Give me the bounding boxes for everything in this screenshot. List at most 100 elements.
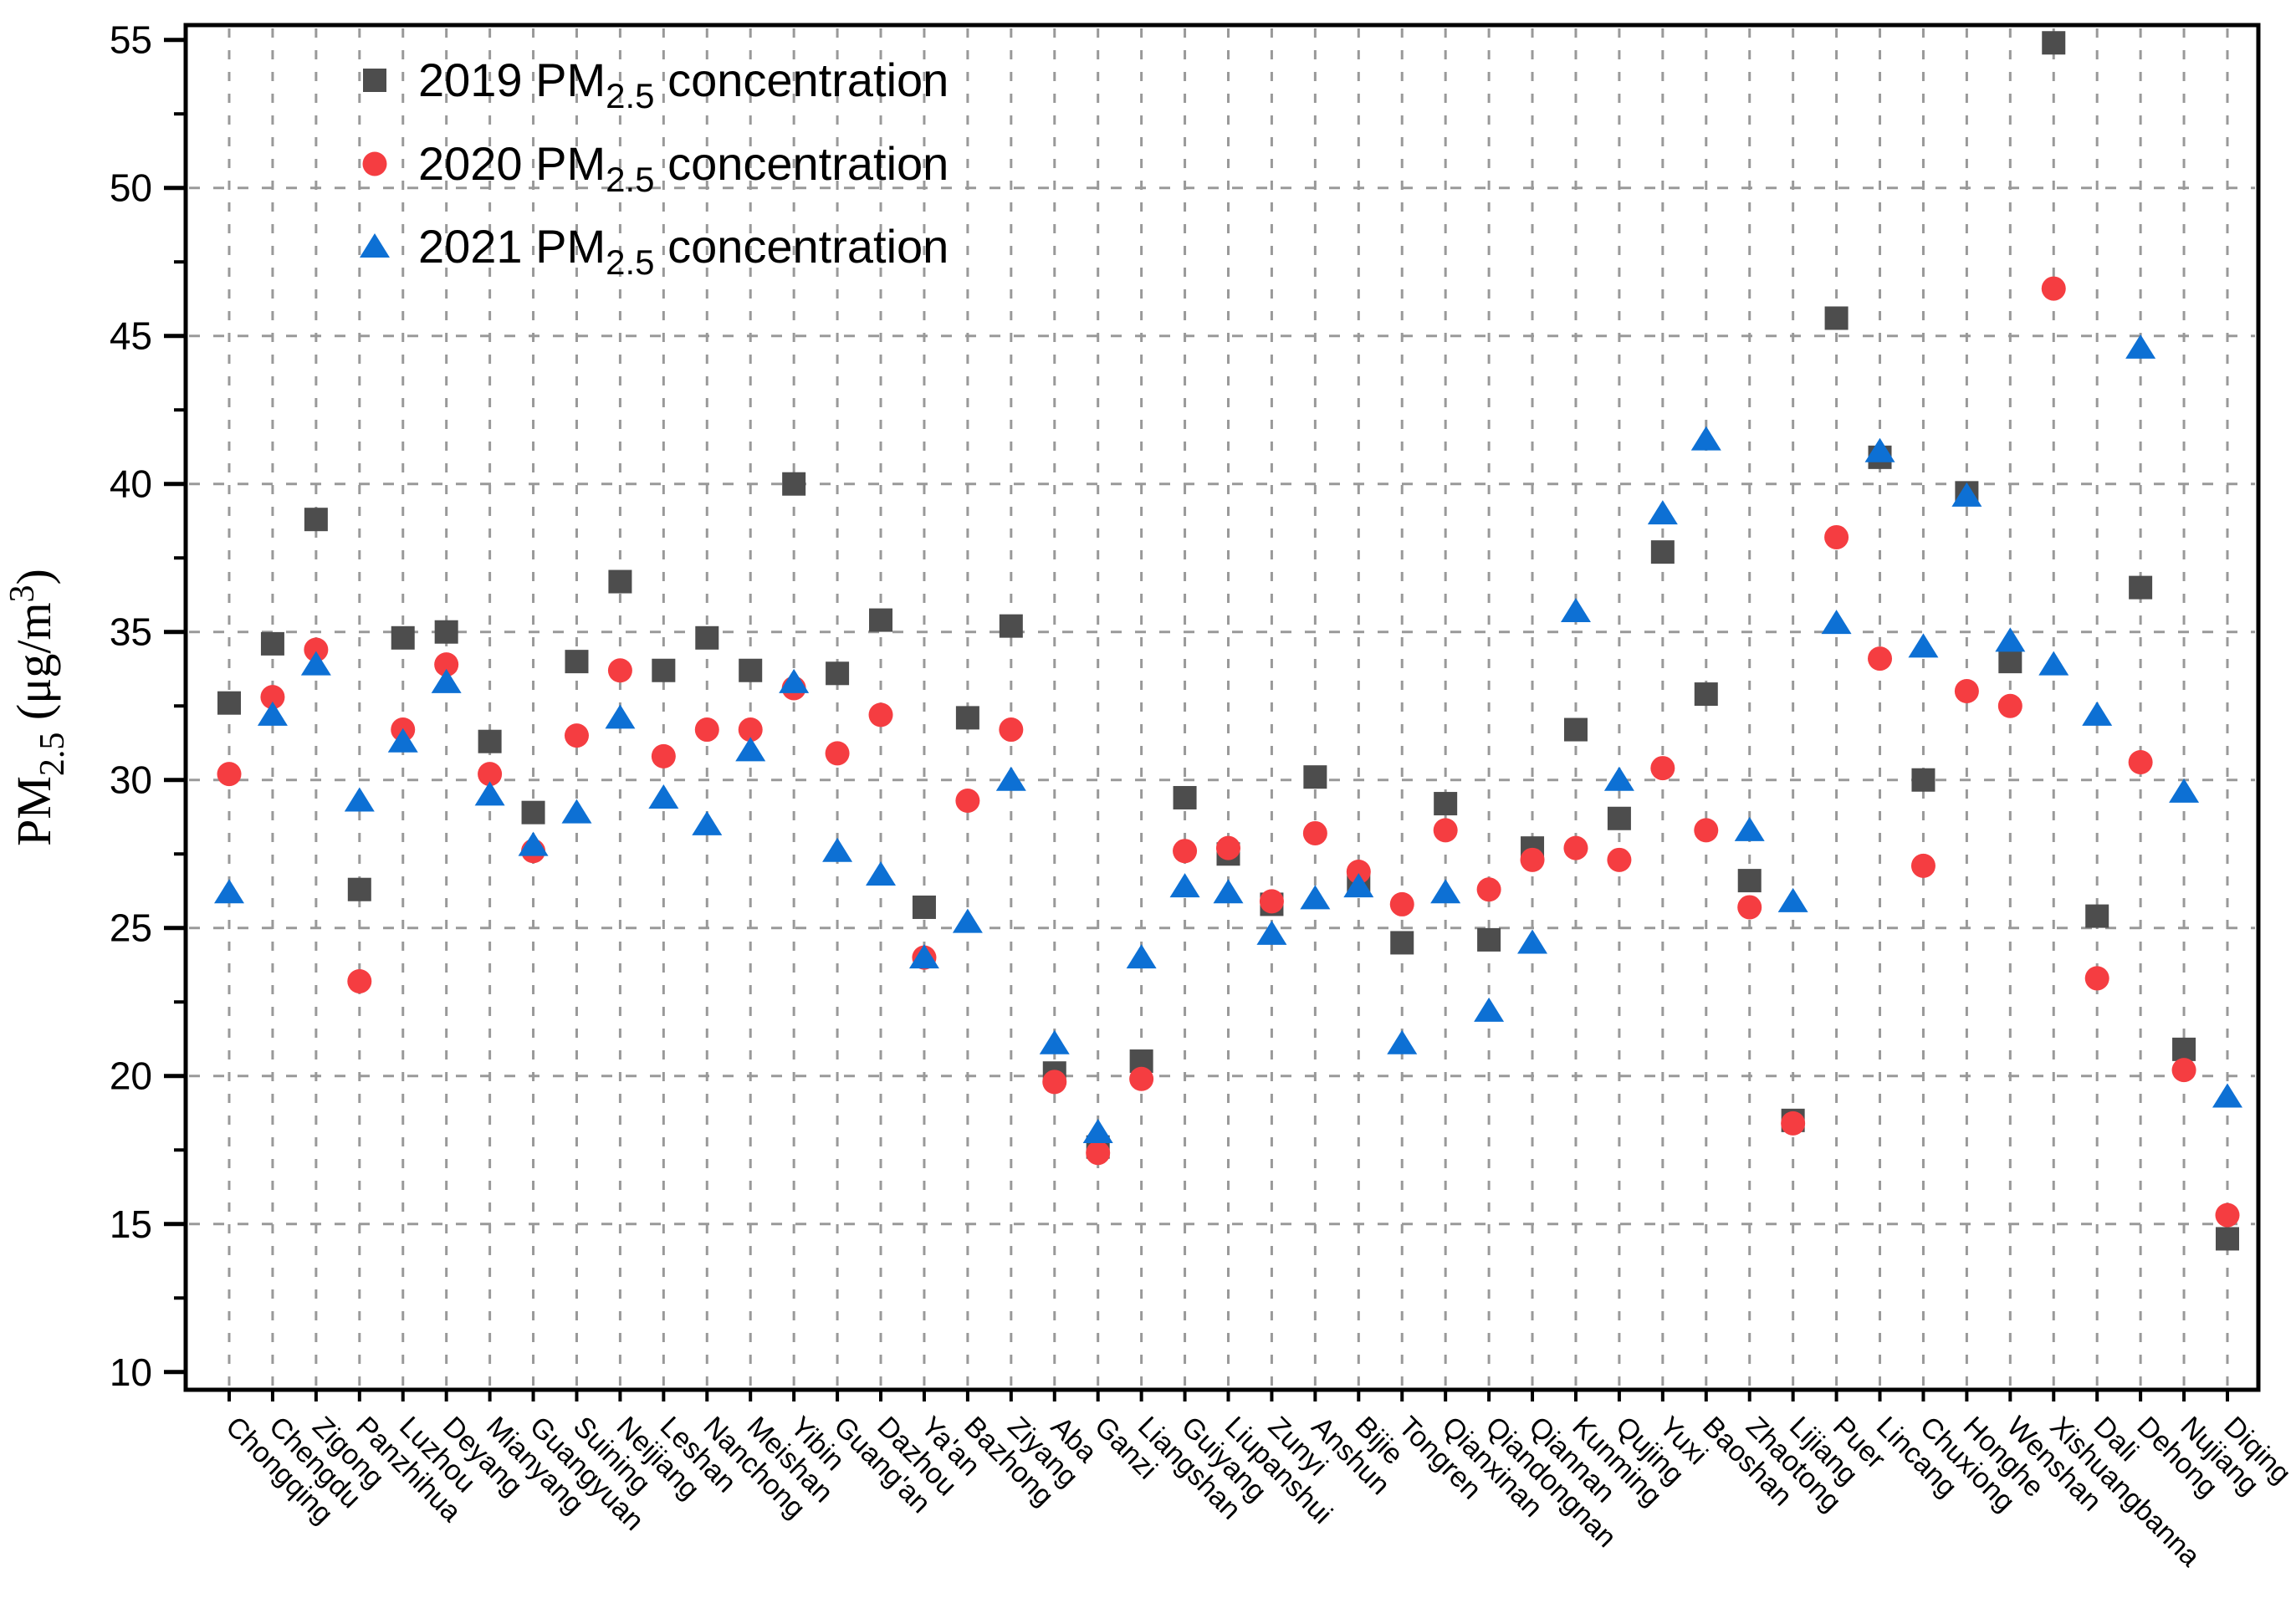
data-point-Qianxinan-2019	[1434, 792, 1458, 816]
data-point-Puer-2019	[1824, 306, 1849, 330]
data-point-Yuxi-2019	[1650, 540, 1675, 564]
data-point-Leshan-2019	[652, 658, 676, 682]
data-point-Guiyang-2020	[1173, 839, 1198, 864]
data-point-Qianxinan-2020	[1433, 818, 1458, 843]
data-point-Zhaotong-2019	[1737, 869, 1762, 893]
data-point-Dali-2020	[2084, 966, 2109, 991]
legend-label: 2019 PM2.5 concentration	[418, 54, 949, 115]
data-point-Dazhou-2020	[868, 702, 893, 728]
data-point-Dali-2021	[2082, 701, 2113, 726]
data-point-Baoshan-2020	[1694, 818, 1719, 843]
data-point-Zunyi-2021	[1256, 920, 1287, 945]
data-point-Guang'an-2019	[826, 661, 850, 686]
data-point-Honghe-2021	[1951, 482, 1982, 507]
data-point-Xishuangbanna-2021	[2038, 651, 2069, 676]
data-point-Chengdu-2021	[257, 701, 288, 726]
data-point-Dazhou-2021	[866, 861, 897, 886]
y-tick-label: 25	[110, 906, 152, 950]
data-point-Qiannan-2021	[1517, 929, 1548, 954]
y-tick-label: 15	[110, 1202, 152, 1246]
data-point-Bijie-2020	[1346, 859, 1371, 884]
data-point-Tongren-2020	[1389, 891, 1414, 916]
data-point-Mianyang-2021	[474, 781, 505, 806]
data-point-Nujiang-2019	[2172, 1037, 2196, 1061]
data-point-Lijiang-2021	[1777, 887, 1808, 912]
data-point-Luzhou-2019	[391, 625, 415, 650]
data-point-Zhaotong-2020	[1737, 895, 1762, 920]
data-point-Neijiang-2019	[608, 569, 632, 594]
data-point-Liupanshui-2021	[1213, 879, 1244, 904]
data-point-Nanchong-2021	[692, 810, 723, 835]
data-point-Dehong-2019	[2129, 575, 2153, 600]
data-point-Meishan-2019	[739, 658, 763, 682]
data-point-Panzhihua-2019	[347, 877, 371, 901]
data-point-Kunming-2020	[1563, 835, 1588, 860]
data-point-Chongqing-2020	[217, 762, 242, 787]
horizontal-gridlines	[189, 186, 2255, 1226]
vertical-gridlines	[228, 28, 2229, 1386]
data-point-Chongqing-2021	[214, 879, 244, 904]
x-axis: ChongqingChengduZigongPanzhihuaLuzhouDey…	[219, 1390, 2296, 1573]
data-point-Zigong-2019	[304, 508, 328, 532]
data-point-Zigong-2021	[300, 651, 331, 676]
triangle-marker-icon	[360, 233, 390, 258]
y-tick-label: 45	[110, 314, 152, 358]
data-point-Anshun-2020	[1302, 820, 1327, 845]
data-point-Puer-2021	[1821, 610, 1852, 635]
data-point-Meishan-2020	[738, 717, 763, 743]
y-tick-label: 55	[110, 18, 152, 62]
y-axis-title: PM2.5 (μg/m3)	[3, 569, 72, 846]
data-point-Chuxiong-2021	[1908, 633, 1939, 658]
data-point-Zunyi-2020	[1259, 889, 1284, 914]
data-point-Deyang-2019	[434, 620, 458, 644]
data-point-Bazhong-2019	[955, 706, 979, 730]
data-point-Suining-2019	[565, 650, 589, 674]
y-axis: 10 15 20 25 30 35 40 45 50 55 PM2.5 (μg/m3)	[3, 18, 186, 1394]
series-2021	[214, 334, 2242, 1144]
data-point-Panzhihua-2020	[347, 968, 372, 993]
data-point-Ya'an-2019	[912, 895, 936, 919]
data-point-Ganzi-2020	[1086, 1141, 1111, 1166]
data-point-Anshun-2019	[1303, 765, 1327, 789]
legend: 2019 PM2.5 concentration 2020 PM2.5 conce…	[360, 54, 949, 282]
data-point-Dazhou-2019	[869, 608, 893, 632]
data-point-Chuxiong-2019	[1911, 768, 1935, 792]
data-point-Wenshan-2020	[1997, 693, 2022, 718]
data-point-Meishan-2021	[735, 737, 766, 762]
data-point-Diqing-2021	[2212, 1083, 2242, 1108]
data-point-Qiandongnan-2020	[1476, 877, 1501, 902]
data-point-Xishuangbanna-2019	[2042, 31, 2066, 55]
data-point-Lincang-2020	[1868, 646, 1893, 671]
data-point-Wenshan-2019	[1998, 650, 2022, 674]
data-point-Qujing-2020	[1607, 847, 1632, 872]
data-point-Ganzi-2021	[1082, 1119, 1113, 1144]
data-point-Leshan-2020	[651, 743, 676, 768]
data-point-Guang'an-2020	[825, 741, 850, 766]
data-point-Aba-2020	[1042, 1070, 1067, 1095]
data-point-Yuxi-2020	[1650, 756, 1675, 781]
y-tick-label: 30	[110, 758, 152, 802]
data-point-Mianyang-2020	[478, 762, 503, 787]
data-point-Liangshan-2021	[1126, 944, 1157, 969]
data-point-Neijiang-2020	[607, 658, 632, 683]
data-point-Aba-2021	[1039, 1029, 1070, 1054]
data-point-Panzhihua-2021	[344, 787, 375, 812]
data-point-Yuxi-2021	[1647, 500, 1678, 525]
data-point-Luzhou-2021	[387, 728, 418, 753]
data-point-Neijiang-2021	[605, 704, 636, 729]
data-point-Chuxiong-2020	[1910, 853, 1935, 878]
legend-label: 2020 PM2.5 concentration	[418, 137, 949, 199]
data-point-Leshan-2021	[648, 784, 679, 809]
data-point-Tongren-2019	[1390, 931, 1414, 955]
y-tick-label: 50	[110, 166, 152, 210]
data-point-Bazhong-2020	[955, 789, 980, 814]
data-point-Ya'an-2021	[908, 944, 939, 969]
data-point-Mianyang-2019	[478, 729, 502, 753]
y-tick-label: 20	[110, 1054, 152, 1098]
data-point-Dali-2019	[2085, 904, 2109, 928]
data-point-Puer-2020	[1824, 524, 1849, 549]
data-point-Guangyuan-2019	[521, 800, 545, 825]
data-point-Qujing-2019	[1607, 806, 1631, 830]
data-point-Yibin-2021	[779, 668, 810, 693]
